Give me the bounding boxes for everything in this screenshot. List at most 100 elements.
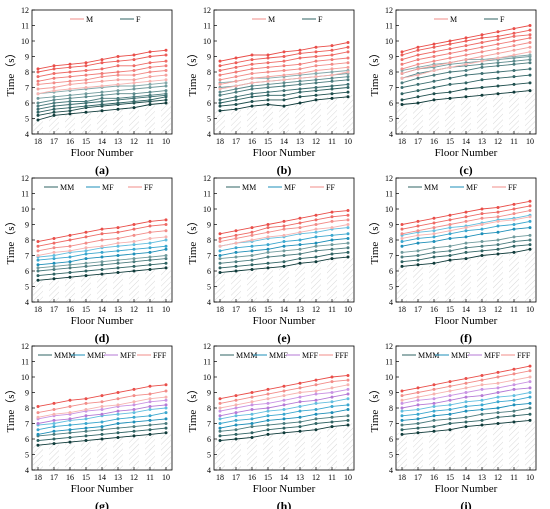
data-point [400, 76, 404, 80]
data-point [432, 55, 436, 58]
data-point [100, 99, 104, 103]
background-bar [477, 253, 487, 302]
data-point [218, 93, 222, 97]
background-bar [525, 418, 535, 470]
data-point [330, 44, 334, 48]
background-bar [461, 95, 471, 134]
data-point [298, 101, 302, 105]
data-point [250, 258, 254, 262]
data-point [84, 264, 88, 268]
panel-label: (b) [277, 163, 292, 177]
y-tick-label: 6 [25, 435, 29, 444]
data-point [528, 24, 532, 27]
data-point [416, 391, 420, 394]
data-point [448, 232, 452, 236]
data-point [100, 408, 104, 412]
data-point [234, 79, 238, 83]
data-point [416, 403, 420, 407]
y-tick-label: 10 [385, 37, 393, 46]
data-point [512, 398, 516, 402]
y-axis-title: Time（s） [368, 215, 381, 264]
legend-label: M [86, 15, 93, 24]
x-tick-label: 12 [312, 137, 320, 146]
data-point [100, 232, 104, 236]
data-point [330, 84, 334, 88]
data-point [480, 408, 484, 412]
data-point [234, 255, 238, 259]
x-tick-label: 11 [328, 137, 336, 146]
data-point [400, 240, 404, 244]
legend-label: MMM [236, 351, 257, 360]
data-point [100, 272, 104, 276]
x-tick-label: 15 [264, 305, 272, 314]
data-point [512, 212, 516, 216]
data-point [400, 232, 404, 236]
y-tick-label: 9 [207, 53, 211, 62]
data-point [282, 260, 286, 264]
data-point [68, 398, 72, 402]
data-point [132, 257, 136, 261]
data-point [346, 397, 350, 401]
y-tick-label: 12 [385, 342, 393, 351]
data-point [234, 70, 238, 74]
x-tick-label: 11 [510, 305, 518, 314]
data-point [266, 243, 270, 247]
data-point [148, 79, 152, 83]
data-point [84, 408, 88, 412]
data-point [148, 258, 152, 262]
x-tick-label: 13 [478, 473, 486, 482]
data-point [298, 221, 302, 225]
data-point [164, 92, 168, 96]
data-point [448, 223, 452, 226]
x-axis-title: Floor Number [71, 147, 134, 159]
x-axis-title: Floor Number [71, 483, 134, 495]
data-point [346, 65, 350, 69]
data-point [116, 73, 120, 77]
data-point [36, 92, 40, 96]
chart-panel-8: 4 5 6 7 8 9 10 11 12 18 17 16 15 14 13 12 11 10 MMM MMF MFF F… [186, 342, 355, 509]
data-point [480, 412, 484, 416]
background-bar [65, 440, 75, 470]
x-tick-label: 11 [510, 137, 518, 146]
data-point [132, 260, 136, 264]
data-point [400, 264, 404, 268]
data-point [496, 61, 500, 65]
y-tick-label: 5 [389, 283, 393, 292]
data-point [314, 412, 318, 416]
background-bar [145, 103, 155, 134]
data-point [234, 87, 238, 91]
data-point [512, 48, 516, 52]
background-bar [413, 431, 423, 470]
data-point [464, 409, 468, 413]
data-point [282, 81, 286, 85]
x-tick-label: 14 [280, 473, 288, 482]
x-axis-title: Floor Number [253, 147, 316, 159]
legend-label: M [268, 15, 275, 24]
data-point [400, 244, 404, 248]
data-point [52, 250, 56, 254]
data-point [100, 428, 104, 432]
data-point [132, 84, 136, 88]
data-point [68, 62, 72, 66]
data-point [36, 278, 40, 282]
data-point [432, 50, 436, 54]
data-point [68, 411, 72, 415]
data-point [100, 90, 104, 94]
data-point [250, 412, 254, 416]
background-bar [397, 264, 407, 302]
data-point [400, 103, 404, 107]
data-point [464, 425, 468, 429]
data-point [164, 257, 168, 261]
y-tick-label: 11 [203, 22, 211, 31]
data-point [250, 422, 254, 425]
data-point [100, 244, 104, 248]
data-point [416, 431, 420, 435]
data-point [512, 39, 516, 43]
legend-label: MFF [302, 351, 319, 360]
x-tick-label: 15 [82, 473, 90, 482]
data-point [512, 378, 516, 382]
data-point [148, 65, 152, 69]
data-point [84, 261, 88, 265]
data-point [68, 431, 72, 435]
data-point [36, 87, 40, 91]
